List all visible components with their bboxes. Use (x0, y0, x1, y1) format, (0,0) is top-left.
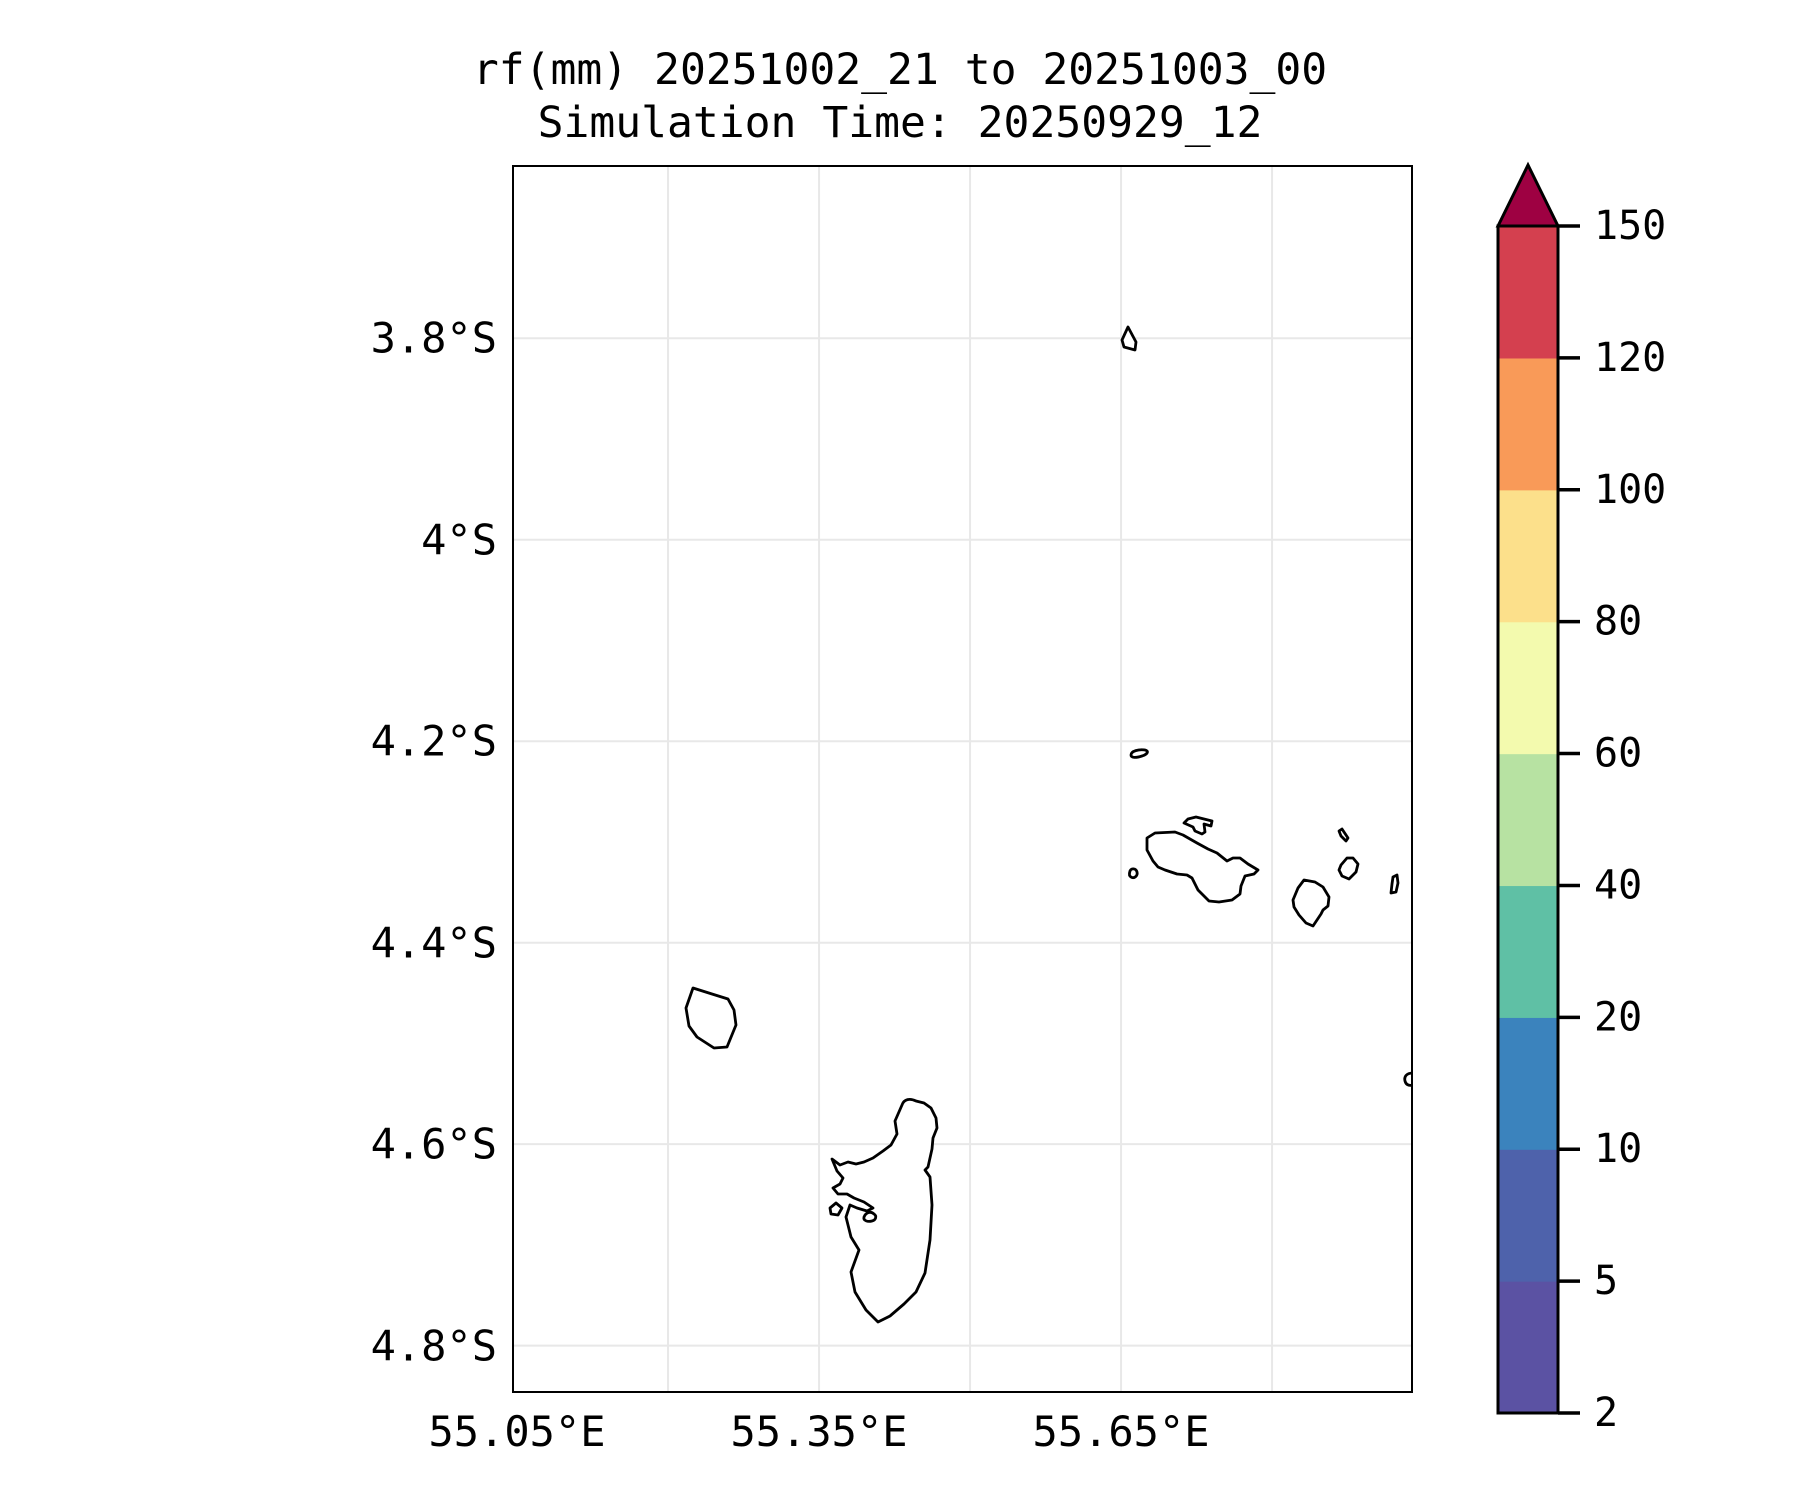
coastline-denis-island (1120, 325, 1138, 352)
x-tick-label: 55.65°E (1032, 1407, 1210, 1456)
colorbar-tick-label: 2 (1594, 1390, 1618, 1436)
coastline-felicite-island (1337, 856, 1360, 881)
colorbar-tick-label: 5 (1594, 1258, 1618, 1304)
map-frame (512, 165, 1413, 1393)
figure-subtitle: Simulation Time: 20250929_12 (537, 98, 1263, 148)
coastline-conception-islet (862, 1210, 878, 1223)
colorbar-tick-label: 40 (1594, 862, 1642, 908)
coastline-la-digue-island (1291, 878, 1331, 928)
colorbar-segment (1498, 1149, 1558, 1282)
map-plot (512, 165, 1413, 1393)
y-tick-label: 4°S (421, 515, 497, 565)
colorbar-tick-label: 80 (1594, 599, 1642, 645)
y-tick-label: 3.8°S (370, 313, 497, 363)
coastline-therese-islet (828, 1201, 844, 1217)
coastline-silhouette-island (684, 986, 738, 1050)
colorbar-segment (1498, 357, 1558, 491)
colorbar-outline (1496, 224, 1560, 1415)
colorbar-segment (1498, 621, 1558, 755)
coastline-cousin-island (1127, 867, 1139, 880)
colorbar-over-arrow (1495, 161, 1561, 228)
coastline-praslin-island (1145, 830, 1260, 904)
coastline-marianne-island (1389, 873, 1400, 895)
colorbar-tick-label: 120 (1594, 335, 1666, 381)
y-tick-label: 4.8°S (370, 1321, 497, 1371)
y-tick-label: 4.4°S (370, 918, 497, 968)
colorbar-tick-label: 150 (1594, 203, 1666, 249)
colorbar-tick-label: 100 (1594, 467, 1666, 513)
colorbar: 2 5 10 20 40 60 80 100 120 150 (1495, 161, 1666, 1436)
x-tick-label: 55.35°E (730, 1407, 908, 1456)
colorbar-segment (1498, 885, 1558, 1018)
coastline-aride-island (1129, 748, 1149, 759)
colorbar-segment (1498, 1281, 1558, 1414)
colorbar-ticks: 2 5 10 20 40 60 80 100 120 150 (1558, 203, 1666, 1436)
colorbar-segment (1498, 753, 1558, 887)
x-tick-label: 55.05°E (428, 1407, 606, 1456)
colorbar-tick-label: 10 (1594, 1126, 1642, 1172)
colorbar-segment (1498, 226, 1558, 359)
colorbar-segment (1498, 489, 1558, 623)
figure-title: rf(mm) 20251002_21 to 20251003_00 (472, 45, 1328, 95)
coastline-mahe-island (830, 1097, 939, 1324)
colorbar-tick-label: 20 (1594, 994, 1642, 1040)
colorbar-body (1495, 161, 1561, 1415)
y-tick-label: 4.6°S (370, 1119, 497, 1169)
coastlines (684, 325, 1413, 1324)
y-tick-label: 4.2°S (370, 716, 497, 766)
gridlines (512, 165, 1413, 1393)
coastline-felicite-north-islet (1337, 827, 1350, 843)
coastline-east-edge-islet (1403, 1071, 1413, 1087)
colorbar-segment (1498, 1017, 1558, 1150)
colorbar-tick-label: 60 (1594, 731, 1642, 777)
coastline-curieuse-island (1182, 815, 1214, 836)
